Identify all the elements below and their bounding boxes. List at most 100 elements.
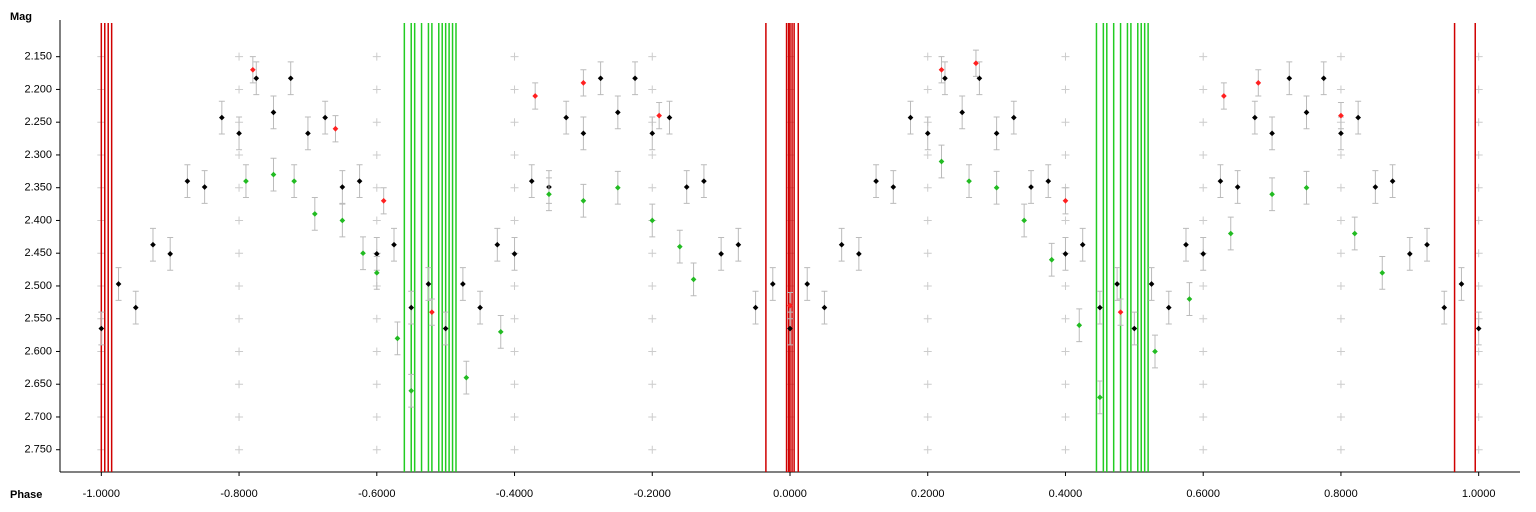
data-point — [993, 184, 1000, 191]
data-point — [973, 60, 979, 67]
data-point — [1048, 256, 1055, 263]
data-point — [1117, 309, 1124, 315]
data-point — [115, 281, 122, 287]
data-point — [425, 281, 432, 287]
data-point — [1379, 270, 1386, 276]
data-point — [649, 130, 656, 137]
y-axis-label: Mag — [10, 11, 32, 23]
data-point — [546, 191, 552, 198]
data-point — [1045, 178, 1052, 184]
data-point — [1062, 251, 1069, 257]
grid-cross — [1061, 216, 1070, 225]
data-point — [394, 335, 401, 342]
data-point — [597, 75, 604, 82]
y-tick-label: 2.700 — [24, 411, 52, 423]
grid-cross — [1199, 216, 1208, 225]
data-point — [332, 125, 339, 132]
grid-cross — [923, 183, 932, 192]
grid-cross — [1474, 412, 1483, 421]
data-point — [243, 178, 249, 184]
data-point — [1269, 130, 1275, 137]
grid-cross — [372, 118, 381, 127]
data-point — [356, 178, 363, 184]
y-tick-label: 2.400 — [24, 214, 52, 226]
grid-cross — [1199, 380, 1208, 389]
data-point — [1131, 325, 1138, 332]
data-point — [690, 276, 697, 283]
data-point — [360, 250, 366, 257]
data-point — [976, 75, 983, 82]
y-tick-label: 2.200 — [24, 83, 52, 95]
grid-cross — [235, 85, 244, 94]
grid-cross — [1199, 183, 1208, 192]
grid-cross — [1474, 216, 1483, 225]
data-point — [580, 197, 587, 204]
grid-cross — [372, 150, 381, 159]
grid-cross — [1474, 249, 1483, 258]
data-point — [408, 304, 415, 311]
grid-cross — [923, 347, 932, 356]
grid-cross — [235, 380, 244, 389]
grid-cross — [235, 347, 244, 356]
data-point — [580, 80, 587, 86]
grid-cross — [1474, 183, 1483, 192]
data-point — [219, 114, 225, 121]
data-point — [494, 241, 501, 248]
grid-cross — [1336, 347, 1345, 356]
grid-cross — [1336, 249, 1345, 258]
data-point — [676, 243, 683, 250]
grid-cross — [510, 183, 519, 192]
data-point — [1303, 109, 1310, 116]
grid-cross — [510, 118, 519, 127]
data-point — [1441, 304, 1448, 311]
data-point — [1114, 281, 1120, 287]
grid-cross — [1061, 347, 1070, 356]
grid-cross — [648, 249, 657, 258]
grid-cross — [648, 445, 657, 454]
x-tick-label: 1.0000 — [1462, 488, 1496, 500]
grid-cross — [1336, 52, 1345, 61]
x-tick-label: -0.4000 — [496, 488, 533, 500]
grid-cross — [510, 314, 519, 323]
data-point — [1227, 230, 1234, 237]
grid-cross — [1199, 314, 1208, 323]
data-point — [236, 130, 242, 137]
grid-cross — [1061, 314, 1070, 323]
data-point — [253, 75, 260, 82]
grid-cross — [1199, 445, 1208, 454]
data-point — [1148, 281, 1155, 287]
data-point — [311, 211, 318, 217]
y-tick-label: 2.350 — [24, 182, 52, 194]
data-point — [1252, 114, 1258, 121]
data-point — [1286, 75, 1293, 82]
grid-cross — [648, 347, 657, 356]
grid-cross — [923, 85, 932, 94]
data-point — [966, 178, 972, 184]
x-tick-label: 0.4000 — [1049, 488, 1083, 500]
data-point — [1079, 241, 1086, 248]
data-point — [580, 130, 587, 137]
grid-cross — [1061, 85, 1070, 94]
data-point — [150, 241, 156, 248]
grid-cross — [372, 314, 381, 323]
grid-cross — [235, 249, 244, 258]
data-point — [322, 114, 328, 121]
grid-cross — [510, 52, 519, 61]
grid-cross — [510, 85, 519, 94]
data-point — [615, 109, 621, 116]
y-tick-label: 2.500 — [24, 280, 52, 292]
grid-cross — [1199, 347, 1208, 356]
grid-cross — [923, 281, 932, 290]
grid-cross — [648, 380, 657, 389]
data-point — [938, 158, 945, 165]
data-point — [787, 302, 793, 309]
grid-cross — [1199, 52, 1208, 61]
data-point — [1028, 184, 1034, 190]
data-point — [1097, 394, 1103, 401]
data-point — [1200, 251, 1207, 257]
data-point — [632, 75, 638, 82]
grid-cross — [923, 52, 932, 61]
grid-cross — [372, 412, 381, 421]
x-tick-label: -0.6000 — [358, 488, 395, 500]
